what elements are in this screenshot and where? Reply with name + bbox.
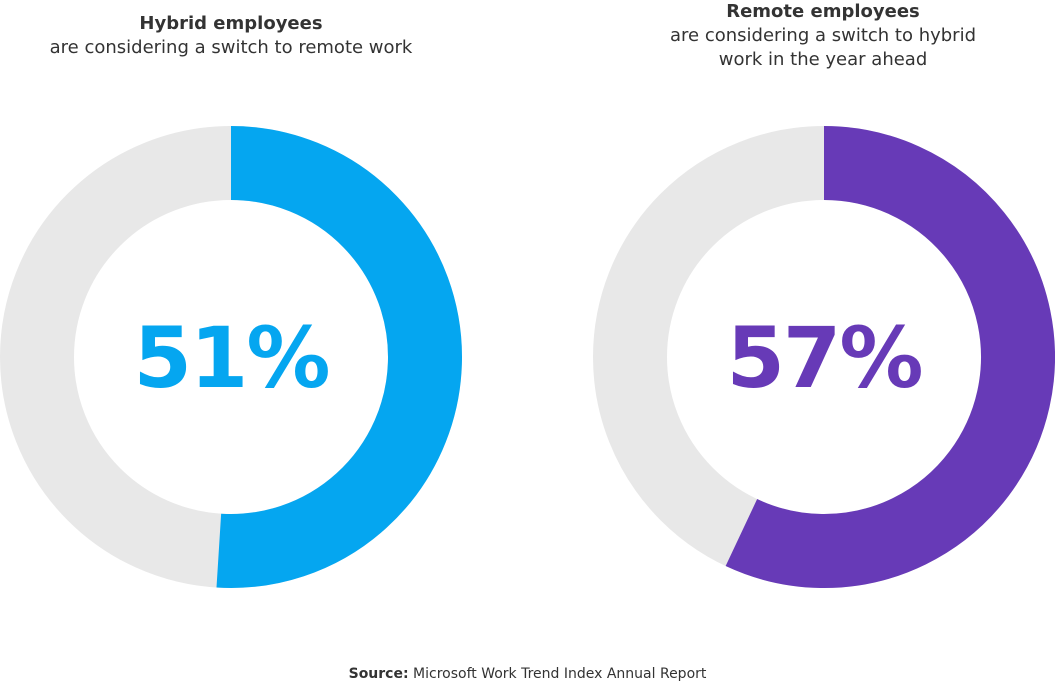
donut-arc (725, 126, 1055, 588)
value-label: 51% (133, 309, 328, 407)
chart-heading: Remote employees are considering a switc… (648, 0, 998, 72)
source-label: Source: (348, 666, 409, 682)
donut-arc (216, 126, 462, 588)
chart-heading: Hybrid employees are considering a switc… (6, 12, 456, 60)
chart-subtitle: are considering a switch to hybrid work … (669, 25, 977, 70)
chart-title: Hybrid employees (139, 13, 323, 34)
value-label: 57% (726, 309, 921, 407)
chart-subtitle: are considering a switch to remote work (49, 37, 413, 58)
source-text: Microsoft Work Trend Index Annual Report (413, 666, 707, 682)
chart-title: Remote employees (726, 1, 920, 22)
source-note: Source: Microsoft Work Trend Index Annua… (0, 666, 1055, 682)
